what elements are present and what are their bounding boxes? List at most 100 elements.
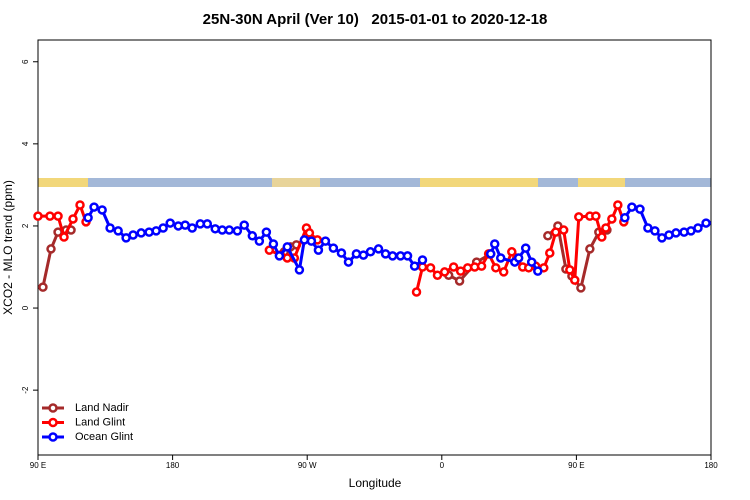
data-point bbox=[38, 282, 48, 292]
x-tick-label: 90 E bbox=[30, 461, 46, 470]
data-point bbox=[232, 226, 243, 236]
legend-label: Land Nadir bbox=[75, 402, 129, 414]
data-point bbox=[558, 225, 569, 235]
data-point bbox=[513, 253, 524, 263]
data-point bbox=[476, 261, 487, 271]
data-point bbox=[328, 243, 339, 253]
data-point bbox=[693, 223, 703, 233]
data-point bbox=[543, 231, 553, 241]
data-point bbox=[113, 226, 123, 236]
data-point bbox=[455, 266, 466, 276]
y-axis-label: XCO2 - MLO trend (ppm) bbox=[1, 180, 15, 315]
data-point bbox=[254, 236, 265, 246]
data-point bbox=[53, 211, 63, 221]
data-point bbox=[627, 202, 637, 212]
data-point bbox=[224, 225, 235, 235]
data-point bbox=[343, 257, 354, 267]
data-point bbox=[574, 212, 584, 222]
data-point bbox=[306, 236, 317, 246]
data-point bbox=[336, 248, 347, 258]
data-point bbox=[520, 243, 531, 253]
legend-label: Land Glint bbox=[75, 416, 125, 428]
legend-marker bbox=[48, 403, 58, 413]
data-point bbox=[545, 248, 555, 258]
land-ocean-strip bbox=[38, 178, 711, 187]
data-point bbox=[136, 228, 146, 238]
data-point bbox=[491, 263, 501, 273]
data-point bbox=[105, 223, 115, 233]
x-axis-label: Longitude bbox=[349, 476, 402, 490]
legend-marker bbox=[48, 417, 58, 428]
data-point bbox=[358, 250, 369, 260]
data-point bbox=[671, 228, 681, 238]
y-tick-label: -2 bbox=[21, 386, 30, 394]
data-point bbox=[294, 265, 305, 275]
y-tick-label: 4 bbox=[21, 141, 30, 146]
data-point bbox=[701, 218, 711, 228]
data-point bbox=[59, 232, 69, 242]
data-point bbox=[650, 226, 660, 236]
data-point bbox=[576, 283, 586, 293]
y-tick-label: 6 bbox=[21, 59, 30, 64]
data-point bbox=[454, 276, 465, 286]
data-point bbox=[282, 242, 293, 252]
data-point bbox=[187, 223, 197, 233]
data-point bbox=[495, 253, 506, 263]
data-point bbox=[45, 211, 55, 221]
data-point bbox=[565, 265, 575, 275]
legend-label: Ocean Glint bbox=[75, 431, 133, 443]
series-line bbox=[38, 201, 88, 242]
data-point bbox=[264, 245, 275, 255]
data-point bbox=[365, 247, 376, 257]
data-point bbox=[448, 262, 459, 272]
x-tick-label: 180 bbox=[166, 461, 180, 470]
data-point bbox=[526, 257, 537, 267]
data-point bbox=[601, 223, 611, 233]
data-point bbox=[202, 219, 213, 229]
data-point bbox=[97, 205, 107, 215]
data-point bbox=[409, 261, 420, 271]
data-point bbox=[425, 263, 436, 273]
data-point bbox=[607, 214, 617, 224]
data-point bbox=[373, 244, 384, 254]
data-point bbox=[591, 211, 601, 221]
data-point bbox=[387, 251, 398, 261]
data-point bbox=[158, 223, 168, 233]
data-point bbox=[507, 247, 517, 257]
data-point bbox=[274, 251, 285, 261]
y-tick-label: 0 bbox=[21, 305, 30, 310]
data-point bbox=[597, 232, 607, 242]
data-point bbox=[68, 214, 78, 224]
data-point bbox=[620, 212, 630, 223]
data-point bbox=[239, 220, 249, 230]
data-point bbox=[432, 270, 443, 280]
data-point bbox=[439, 267, 450, 277]
data-point bbox=[128, 230, 138, 240]
data-point bbox=[304, 228, 315, 238]
data-point bbox=[635, 204, 645, 214]
data-point bbox=[498, 267, 509, 277]
data-point bbox=[489, 239, 500, 249]
data-point bbox=[551, 227, 561, 237]
data-point bbox=[268, 239, 279, 249]
x-tick-label: 0 bbox=[440, 461, 445, 470]
data-point bbox=[46, 244, 56, 254]
data-point bbox=[411, 287, 422, 297]
x-tick-label: 90 E bbox=[568, 461, 584, 470]
data-point bbox=[261, 227, 272, 237]
data-point bbox=[75, 200, 85, 210]
data-point bbox=[320, 236, 331, 246]
data-point bbox=[533, 266, 543, 276]
chart-title: 25N-30N April (Ver 10) 2015-01-01 to 202… bbox=[203, 11, 548, 28]
data-point bbox=[247, 231, 258, 241]
data-point bbox=[417, 255, 428, 265]
plot-frame bbox=[37, 39, 712, 456]
data-point bbox=[585, 244, 595, 254]
y-tick-label: 2 bbox=[21, 223, 30, 228]
x-tick-label: 180 bbox=[704, 461, 718, 470]
x-tick-label: 90 W bbox=[298, 461, 317, 470]
data-point bbox=[402, 251, 413, 261]
data-point bbox=[485, 249, 496, 259]
data-point bbox=[83, 212, 93, 223]
